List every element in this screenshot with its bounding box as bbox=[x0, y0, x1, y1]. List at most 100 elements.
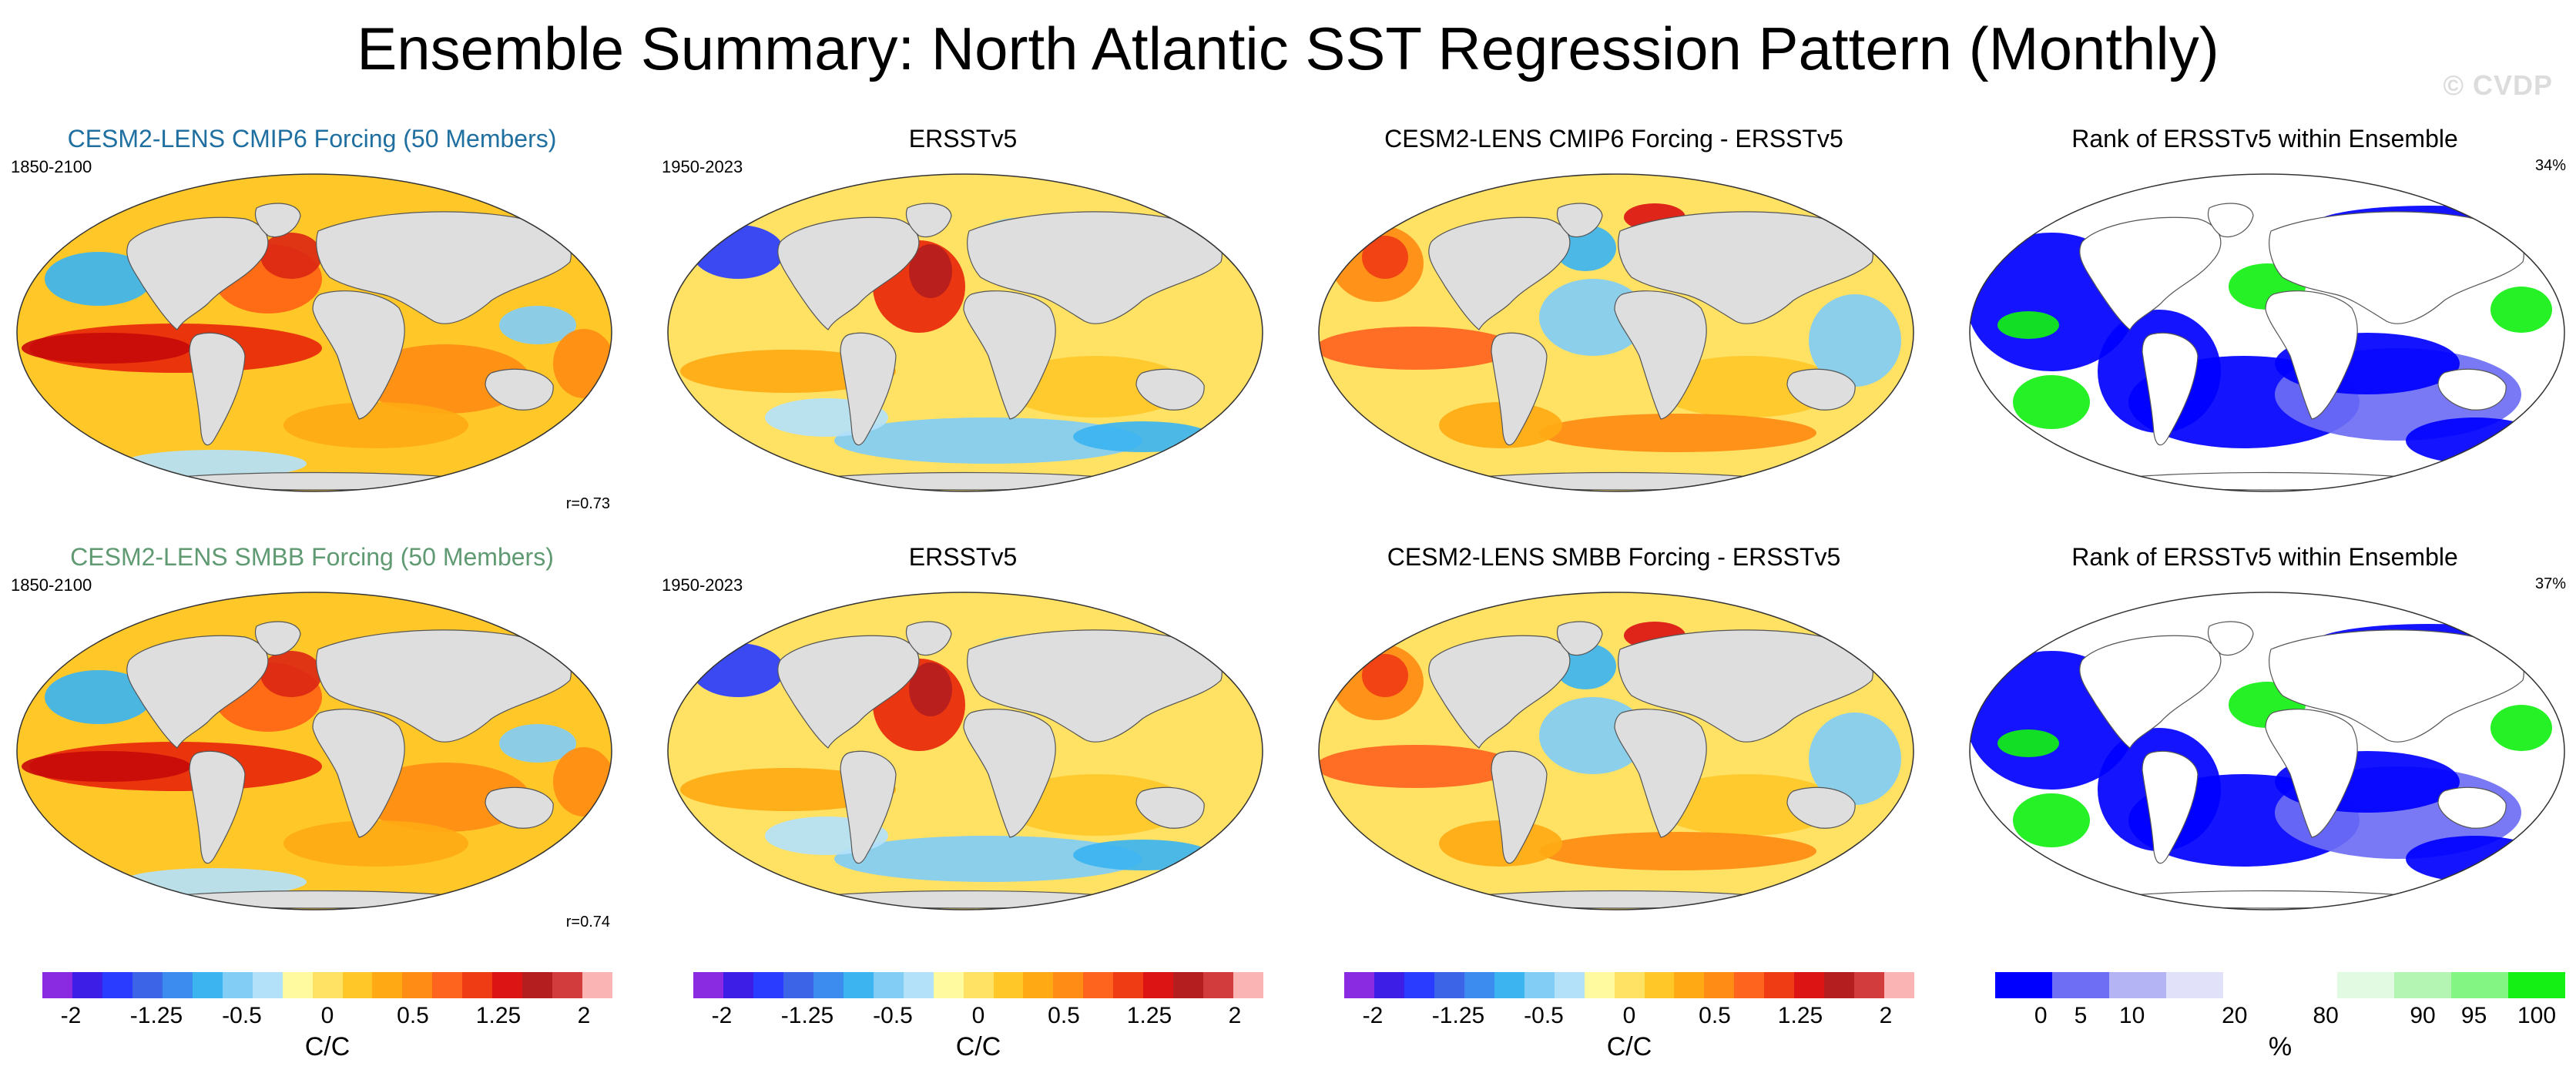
colorbar-ticks: 0 5 10 20 80 90 95 100 bbox=[1995, 1003, 2565, 1031]
colorbar-tick-label: -0.5 bbox=[1524, 1003, 1564, 1028]
colorbar-swatch bbox=[873, 972, 904, 998]
map-smbb-diff bbox=[1318, 592, 1914, 910]
map-field bbox=[668, 592, 1263, 910]
colorbar-tick-label: 2 bbox=[1228, 1003, 1242, 1028]
continent-southAmerica bbox=[1491, 750, 1548, 864]
colorbar-swatch bbox=[753, 972, 783, 998]
continent-greenland bbox=[254, 621, 301, 656]
continent-southAmerica bbox=[2142, 750, 2199, 864]
colorbar-swatch bbox=[192, 972, 223, 998]
colorbar-swatch bbox=[693, 972, 723, 998]
continent-southAmerica bbox=[840, 332, 897, 446]
anomaly-region bbox=[1158, 271, 1235, 333]
map-field bbox=[1970, 592, 2564, 910]
map-outline bbox=[1969, 173, 2565, 492]
continent-greenland bbox=[254, 203, 301, 238]
colorbar-swatch bbox=[1083, 972, 1114, 998]
anomaly-region bbox=[361, 763, 530, 832]
colorbar-tick-label: 100 bbox=[2517, 1003, 2557, 1028]
colorbar-tick-label: 20 bbox=[2222, 1003, 2248, 1028]
colorbar-swatch bbox=[1023, 972, 1054, 998]
continent-australia bbox=[2437, 786, 2507, 829]
panel-rank-1: Rank of ERSSTv5 within Ensemble 34% bbox=[1961, 123, 2569, 524]
continent-eurasia bbox=[1618, 629, 1873, 743]
continent-australia bbox=[1786, 786, 1856, 829]
map-outline bbox=[16, 173, 612, 492]
colorbar-unit: % bbox=[2268, 1032, 2293, 1061]
colorbar-tick-label: 2 bbox=[577, 1003, 591, 1028]
map-field bbox=[668, 174, 1263, 491]
colorbar-swatch bbox=[783, 972, 813, 998]
colorbar-tick-label: 95 bbox=[2460, 1003, 2487, 1028]
anomaly-region bbox=[834, 836, 1142, 882]
colorbar-tick-label: 80 bbox=[2313, 1003, 2339, 1028]
anomaly-region bbox=[2013, 375, 2090, 429]
continent-greenland bbox=[905, 621, 952, 656]
colorbar-tick-label: 1.25 bbox=[1777, 1003, 1823, 1028]
anomaly-region bbox=[1319, 745, 1516, 788]
continent-southAmerica bbox=[189, 332, 246, 446]
colorbar-swatch bbox=[1704, 972, 1735, 998]
anomaly-region bbox=[1004, 774, 1189, 836]
anomaly-region bbox=[692, 225, 784, 279]
colorbar-unit: C/C bbox=[304, 1032, 351, 1061]
map-outline bbox=[16, 592, 612, 910]
colorbar-swatch bbox=[582, 972, 613, 998]
map-ersst-2 bbox=[667, 592, 1263, 910]
panel-rank-2: Rank of ERSSTv5 within Ensemble 37% bbox=[1961, 542, 2569, 942]
continent-eurasia bbox=[2269, 629, 2524, 743]
colorbar-swatch bbox=[1524, 972, 1555, 998]
anomaly-region bbox=[1439, 402, 1562, 448]
colorbar-ticks: -2 -1.25 -0.5 0 0.5 1.25 2 bbox=[42, 1003, 612, 1031]
continent-greenland bbox=[2207, 621, 2254, 656]
anomaly-region bbox=[1555, 225, 1616, 271]
colorbar-swatch bbox=[1734, 972, 1765, 998]
anomaly-region bbox=[1004, 356, 1189, 417]
correlation-label: r=0.73 bbox=[565, 495, 610, 512]
colorbar-swatch bbox=[2337, 972, 2394, 998]
colorbar-swatch bbox=[2280, 972, 2337, 998]
colorbar-swatch bbox=[2052, 972, 2109, 998]
panel-title: ERSSTv5 bbox=[908, 125, 1018, 153]
anomaly-region bbox=[1158, 689, 1235, 751]
map-rank-1 bbox=[1969, 173, 2565, 492]
colorbar-swatch bbox=[843, 972, 874, 998]
anomaly-region bbox=[45, 670, 153, 724]
continent-africa bbox=[2265, 709, 2358, 838]
period-label: 1850-2100 bbox=[11, 575, 92, 595]
period-label: 1850-2100 bbox=[11, 157, 92, 176]
colorbar-swatch bbox=[552, 972, 583, 998]
continent-africa bbox=[312, 709, 405, 838]
anomaly-region bbox=[692, 643, 784, 697]
colorbar-swatch bbox=[723, 972, 753, 998]
continent-africa bbox=[312, 290, 405, 420]
colorbar-sst-2: -2 -1.25 -0.5 0 0.5 1.25 2 C/C bbox=[693, 972, 1264, 1061]
colorbar-boxes bbox=[693, 972, 1264, 998]
cvdp-watermark: © CVDP bbox=[2443, 69, 2553, 101]
colorbar-swatch bbox=[1764, 972, 1795, 998]
continent-greenland bbox=[1556, 203, 1603, 238]
map-cmip6-diff bbox=[1318, 173, 1914, 492]
colorbar-swatch bbox=[492, 972, 523, 998]
colorbar-ticks: -2 -1.25 -0.5 0 0.5 1.25 2 bbox=[1344, 1003, 1914, 1031]
colorbar-tick-label: 0 bbox=[2034, 1003, 2048, 1028]
colorbar-swatch bbox=[42, 972, 72, 998]
colorbar-swatch bbox=[813, 972, 844, 998]
percent-label: 37% bbox=[2534, 575, 2566, 592]
continent-australia bbox=[1786, 368, 1856, 411]
continent-eurasia bbox=[2269, 211, 2524, 324]
continent-eurasia bbox=[967, 629, 1223, 743]
panel-title: ERSSTv5 bbox=[908, 543, 1018, 571]
colorbar-swatch bbox=[963, 972, 994, 998]
map-field bbox=[1319, 592, 1914, 910]
anomaly-region bbox=[834, 417, 1142, 464]
continent-greenland bbox=[905, 203, 952, 238]
colorbar-tick-label: -0.5 bbox=[222, 1003, 262, 1028]
colorbar-swatch bbox=[1554, 972, 1585, 998]
panel-smbb-diff: CESM2-LENS SMBB Forcing - ERSSTv5 bbox=[1310, 542, 1918, 942]
colorbar-unit: C/C bbox=[955, 1032, 1001, 1061]
continent-australia bbox=[485, 368, 554, 411]
continent-southAmerica bbox=[1491, 332, 1548, 446]
continent-northAmerica bbox=[1428, 635, 1571, 749]
continent-northAmerica bbox=[126, 216, 269, 330]
